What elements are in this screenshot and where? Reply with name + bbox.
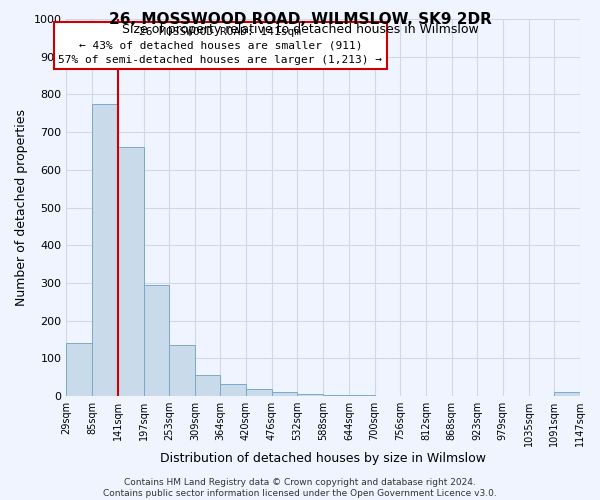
Bar: [92, 104, 118, 396]
Bar: [169, 346, 195, 396]
Bar: [195, 374, 220, 396]
Bar: [246, 390, 272, 396]
Bar: [118, 148, 143, 396]
Text: Contains HM Land Registry data © Crown copyright and database right 2024.
Contai: Contains HM Land Registry data © Crown c…: [103, 478, 497, 498]
Text: Size of property relative to detached houses in Wilmslow: Size of property relative to detached ho…: [122, 22, 478, 36]
Bar: [554, 392, 580, 396]
Bar: [143, 285, 169, 396]
Text: 26 MOSSWOOD ROAD: 141sqm
← 43% of detached houses are smaller (911)
57% of semi-: 26 MOSSWOOD ROAD: 141sqm ← 43% of detach…: [58, 26, 382, 64]
Bar: [298, 394, 323, 396]
Text: 26, MOSSWOOD ROAD, WILMSLOW, SK9 2DR: 26, MOSSWOOD ROAD, WILMSLOW, SK9 2DR: [109, 12, 491, 28]
X-axis label: Distribution of detached houses by size in Wilmslow: Distribution of detached houses by size …: [160, 452, 486, 465]
Bar: [323, 395, 349, 396]
Bar: [272, 392, 298, 396]
Y-axis label: Number of detached properties: Number of detached properties: [15, 109, 28, 306]
Bar: [220, 384, 246, 396]
Bar: [67, 344, 92, 396]
